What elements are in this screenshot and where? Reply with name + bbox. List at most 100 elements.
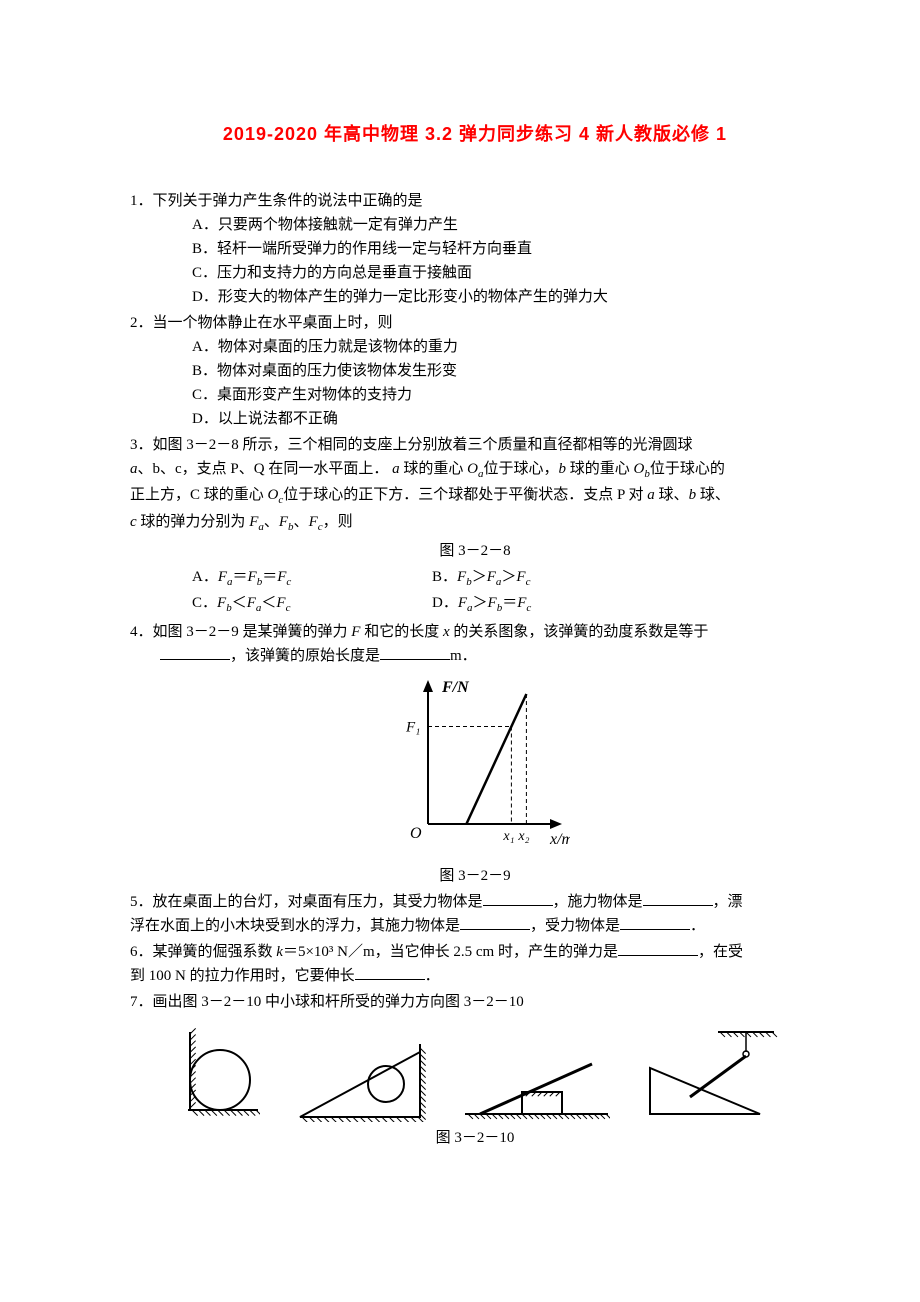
q3-l4-a: c [130,514,137,530]
q3-a-pre: A． [192,569,218,585]
q3-l2-h: b [558,461,566,477]
q3-c-fc-s: c [286,602,291,614]
q6-line2: 到 100 N 的拉力作用时，它要伸长 ． [130,964,820,988]
q3-b-fc-s: c [526,576,531,588]
q3-l2-a: a [130,461,138,477]
q6-l1-d: ，在受 [698,944,743,960]
q3-c-fc: F [276,595,285,611]
q3-a-fa: F [218,569,227,585]
q3-opt-c: C．Fb＜Fa＜Fc [192,591,432,618]
q6-l2-b: ． [425,968,440,984]
q5-line1: 5．放在桌面上的台灯，对桌面有压力，其受力物体是，施力物体是，漂 [130,890,820,914]
svg-text:x₂: x₂ [517,829,529,844]
q3-d-fb: F [488,595,497,611]
svg-text:O: O [410,825,422,842]
q5-l2-a: 浮在水面上的小木块受到水的浮力，其施力物体是 [130,918,460,934]
q3-line4: c 球的弹力分别为 Fa、Fb、Fc，则 [130,510,820,537]
q4-line2: ，该弹簧的原始长度是m． [130,644,820,668]
q5-l2-c: ． [690,918,705,934]
q4-l1-e: 的关系图象，该弹簧的劲度系数是等于 [450,624,709,640]
q7-diagram-3 [460,1052,610,1122]
question-7: 7．画出图 3－2－10 中小球和杆所受的弹力方向图 3－2－10 图 3－2－… [130,990,820,1150]
q4-l2-b: m． [450,648,477,664]
q3-l4-h: ，则 [323,514,353,530]
q6-l1-c: ＝5×10³ N／m，当它伸长 2.5 cm 时，产生的弹力是 [283,944,618,960]
q7-diagrams [130,1022,820,1122]
q3-l2-d: a [392,461,400,477]
q4-blank-2 [380,645,450,660]
q5-blank-3 [460,915,530,930]
q7-diagram-4 [640,1022,780,1122]
q6-line1: 6．某弹簧的倔强系数 k＝5×10³ N／m，当它伸长 2.5 cm 时，产生的… [130,940,820,964]
q3-l4-g: F [309,514,318,530]
q3-opt-d: D．Fa＞Fb＝Fc [432,591,820,618]
q1-opt-c: C．压力和支持力的方向总是垂直于接触面 [130,261,820,285]
q3-c-m2: ＜ [261,595,276,611]
q3-d-fa: F [458,595,467,611]
q3-c-pre: C． [192,595,217,611]
q4-chart-svg: F/Nx/mOF₁x₁x₂ [380,674,570,854]
q3-l3-b: O [268,487,279,503]
q3-b-fc: F [516,569,525,585]
q4-l1-c: 和它的长度 [360,624,443,640]
q3-opt-b: B．Fb＞Fa＞Fc [432,565,820,592]
q3-c-fb: F [217,595,226,611]
q3-line1: 3．如图 3－2－8 所示，三个相同的支座上分别放着三个质量和直径都相等的光滑圆… [130,433,820,457]
q3-l4-c: F [249,514,258,530]
q7-stem: 7．画出图 3－2－10 中小球和杆所受的弹力方向图 3－2－10 [130,990,820,1014]
q3-fig-caption: 图 3－2－8 [130,539,820,563]
q3-l4-e: F [279,514,288,530]
q3-l2-b: 、b、c [138,461,182,477]
q5-line2: 浮在水面上的小木块受到水的浮力，其施力物体是，受力物体是． [130,914,820,938]
q6-l1-b: k [276,944,283,960]
svg-text:x/m: x/m [549,831,570,848]
q1-opt-a: A．只要两个物体接触就一定有弹力产生 [130,213,820,237]
q3-l2-e: 球的重心 [400,461,468,477]
q3-l2-k: 位于球心的 [650,461,725,477]
q3-b-pre: B． [432,569,457,585]
q2-stem: 2．当一个物体静止在水平桌面上时，则 [130,311,820,335]
q2-opt-b: B．物体对桌面的压力使该物体发生形变 [130,359,820,383]
question-2: 2．当一个物体静止在水平桌面上时，则 A．物体对桌面的压力就是该物体的重力 B．… [130,311,820,431]
q3-l2-c: ，支点 P、Q 在同一水平面上． [182,461,392,477]
q3-b-fb: F [457,569,466,585]
q1-stem: 1．下列关于弹力产生条件的说法中正确的是 [130,189,820,213]
q3-l4-d: 、 [264,514,279,530]
q3-d-pre: D． [432,595,458,611]
svg-text:F/N: F/N [441,679,470,696]
q3-l2-g: 位于球心， [483,461,558,477]
q1-opt-b: B．轻杆一端所受弹力的作用线一定与轻杆方向垂直 [130,237,820,261]
q6-l2-a: 到 100 N 的拉力作用时，它要伸长 [130,968,355,984]
q3-a-fb: F [248,569,257,585]
q7-diagram-1 [170,1022,260,1122]
q3-l3-c: 位于球心的正下方．三个球都处于平衡状态．支点 P 对 [283,487,647,503]
question-4: 4．如图 3－2－9 是某弹簧的弹力 F 和它的长度 x 的关系图象，该弹簧的劲… [130,620,820,888]
q3-l3-g: 球、 [696,487,730,503]
q5-blank-1 [483,891,553,906]
question-5: 5．放在桌面上的台灯，对桌面有压力，其受力物体是，施力物体是，漂 浮在水面上的小… [130,890,820,938]
q4-line1: 4．如图 3－2－9 是某弹簧的弹力 F 和它的长度 x 的关系图象，该弹簧的劲… [130,620,820,644]
q6-blank-1 [618,941,698,956]
q3-row-cd: C．Fb＜Fa＜Fc D．Fa＞Fb＝Fc [130,591,820,618]
q3-l3-a: 正上方，C 球的重心 [130,487,268,503]
q5-l1-c: ，漂 [713,894,743,910]
q4-l1-a: 4．如图 3－2－9 是某弹簧的弹力 [130,624,351,640]
q5-l1-b: ，施力物体是 [553,894,643,910]
q1-opt-d: D．形变大的物体产生的弹力一定比形变小的物体产生的弹力大 [130,285,820,309]
q2-opt-a: A．物体对桌面的压力就是该物体的重力 [130,335,820,359]
q3-l3-f: b [689,487,697,503]
q4-fig-caption: 图 3－2－9 [130,864,820,888]
q3-a-fc-s: c [286,576,291,588]
q3-a-m1: ＝ [233,569,248,585]
q5-blank-2 [643,891,713,906]
q6-l1-a: 6．某弹簧的倔强系数 [130,944,276,960]
q4-chart: F/Nx/mOF₁x₁x₂ [130,674,820,862]
q3-l3-d: a [647,487,655,503]
svg-text:x₁: x₁ [502,829,514,844]
q2-opt-c: C．桌面形变产生对物体的支持力 [130,383,820,407]
q3-d-m1: ＞ [473,595,488,611]
q4-l1-d: x [443,624,450,640]
q3-c-m1: ＜ [232,595,247,611]
q3-a-m2: ＝ [262,569,277,585]
q3-d-fc-s: c [526,602,531,614]
